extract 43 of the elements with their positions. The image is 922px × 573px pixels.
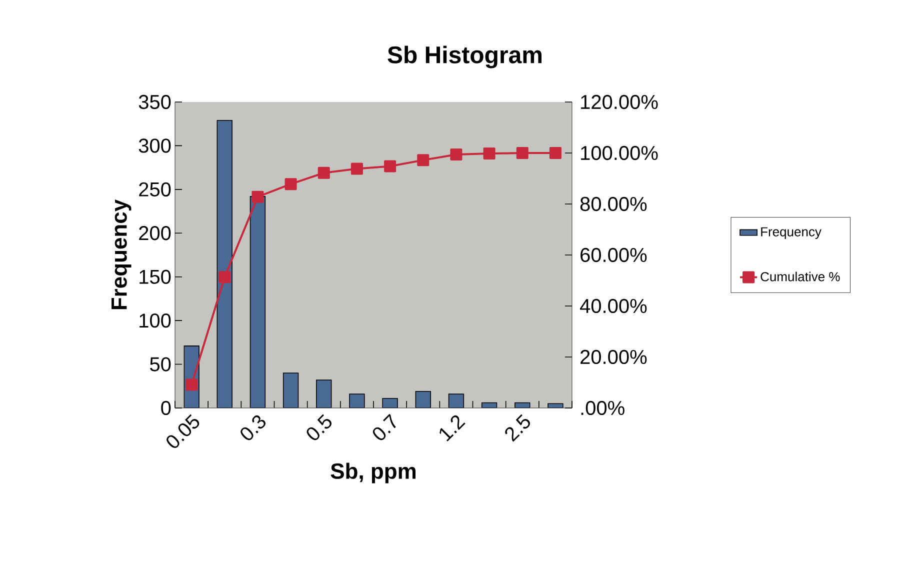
y-tick-label: 100 — [140, 313, 171, 328]
point — [252, 190, 264, 203]
x-tick-label: 1.2 — [440, 415, 466, 442]
y2-tick-label: 100.00% — [581, 146, 658, 160]
y2-tick-label: 60.00% — [580, 248, 647, 262]
bar — [316, 380, 332, 408]
y-tick-label: 300 — [138, 138, 171, 153]
point — [318, 166, 330, 179]
point — [284, 178, 297, 190]
y2-tick-label: 80.00% — [580, 196, 647, 212]
x-tick-label: 0.05 — [166, 414, 200, 448]
legend-label: Frequency — [761, 227, 822, 239]
point — [384, 160, 396, 172]
y-tick-label: 50 — [150, 357, 171, 372]
point — [218, 271, 231, 284]
bar — [282, 372, 299, 408]
point — [483, 148, 496, 160]
point — [417, 154, 430, 166]
x-tick-label: 2.5 — [505, 414, 530, 442]
bar — [250, 196, 266, 408]
x-tick-label: 0.3 — [240, 415, 266, 440]
y-tick-label: 200 — [139, 226, 171, 240]
y-tick-label: 250 — [139, 182, 171, 196]
y2-tick-label: .00% — [581, 400, 624, 416]
y2-tick-label: 40.00% — [580, 298, 647, 314]
point — [350, 162, 363, 175]
x-axis-title: Sb, ppm — [330, 462, 416, 484]
x-tick-label: 0.5 — [306, 414, 332, 440]
point — [450, 148, 462, 161]
y-tick-label: 350 — [138, 94, 171, 110]
point — [516, 146, 528, 159]
y2-tick-label: 120.00% — [581, 94, 658, 110]
x-tick-label: 0.7 — [372, 414, 396, 440]
bar — [216, 120, 232, 408]
chart-title: Sb Histogram — [388, 46, 542, 68]
y-tick-label: 150 — [140, 270, 171, 284]
y-tick-label: 0 — [161, 400, 171, 416]
point — [549, 146, 562, 159]
point — [186, 378, 198, 391]
y-axis-title: Frequency — [112, 199, 132, 310]
bar — [448, 394, 464, 408]
legend-label: Cumulative % — [760, 272, 840, 282]
y2-tick-label: 20.00% — [580, 350, 647, 364]
